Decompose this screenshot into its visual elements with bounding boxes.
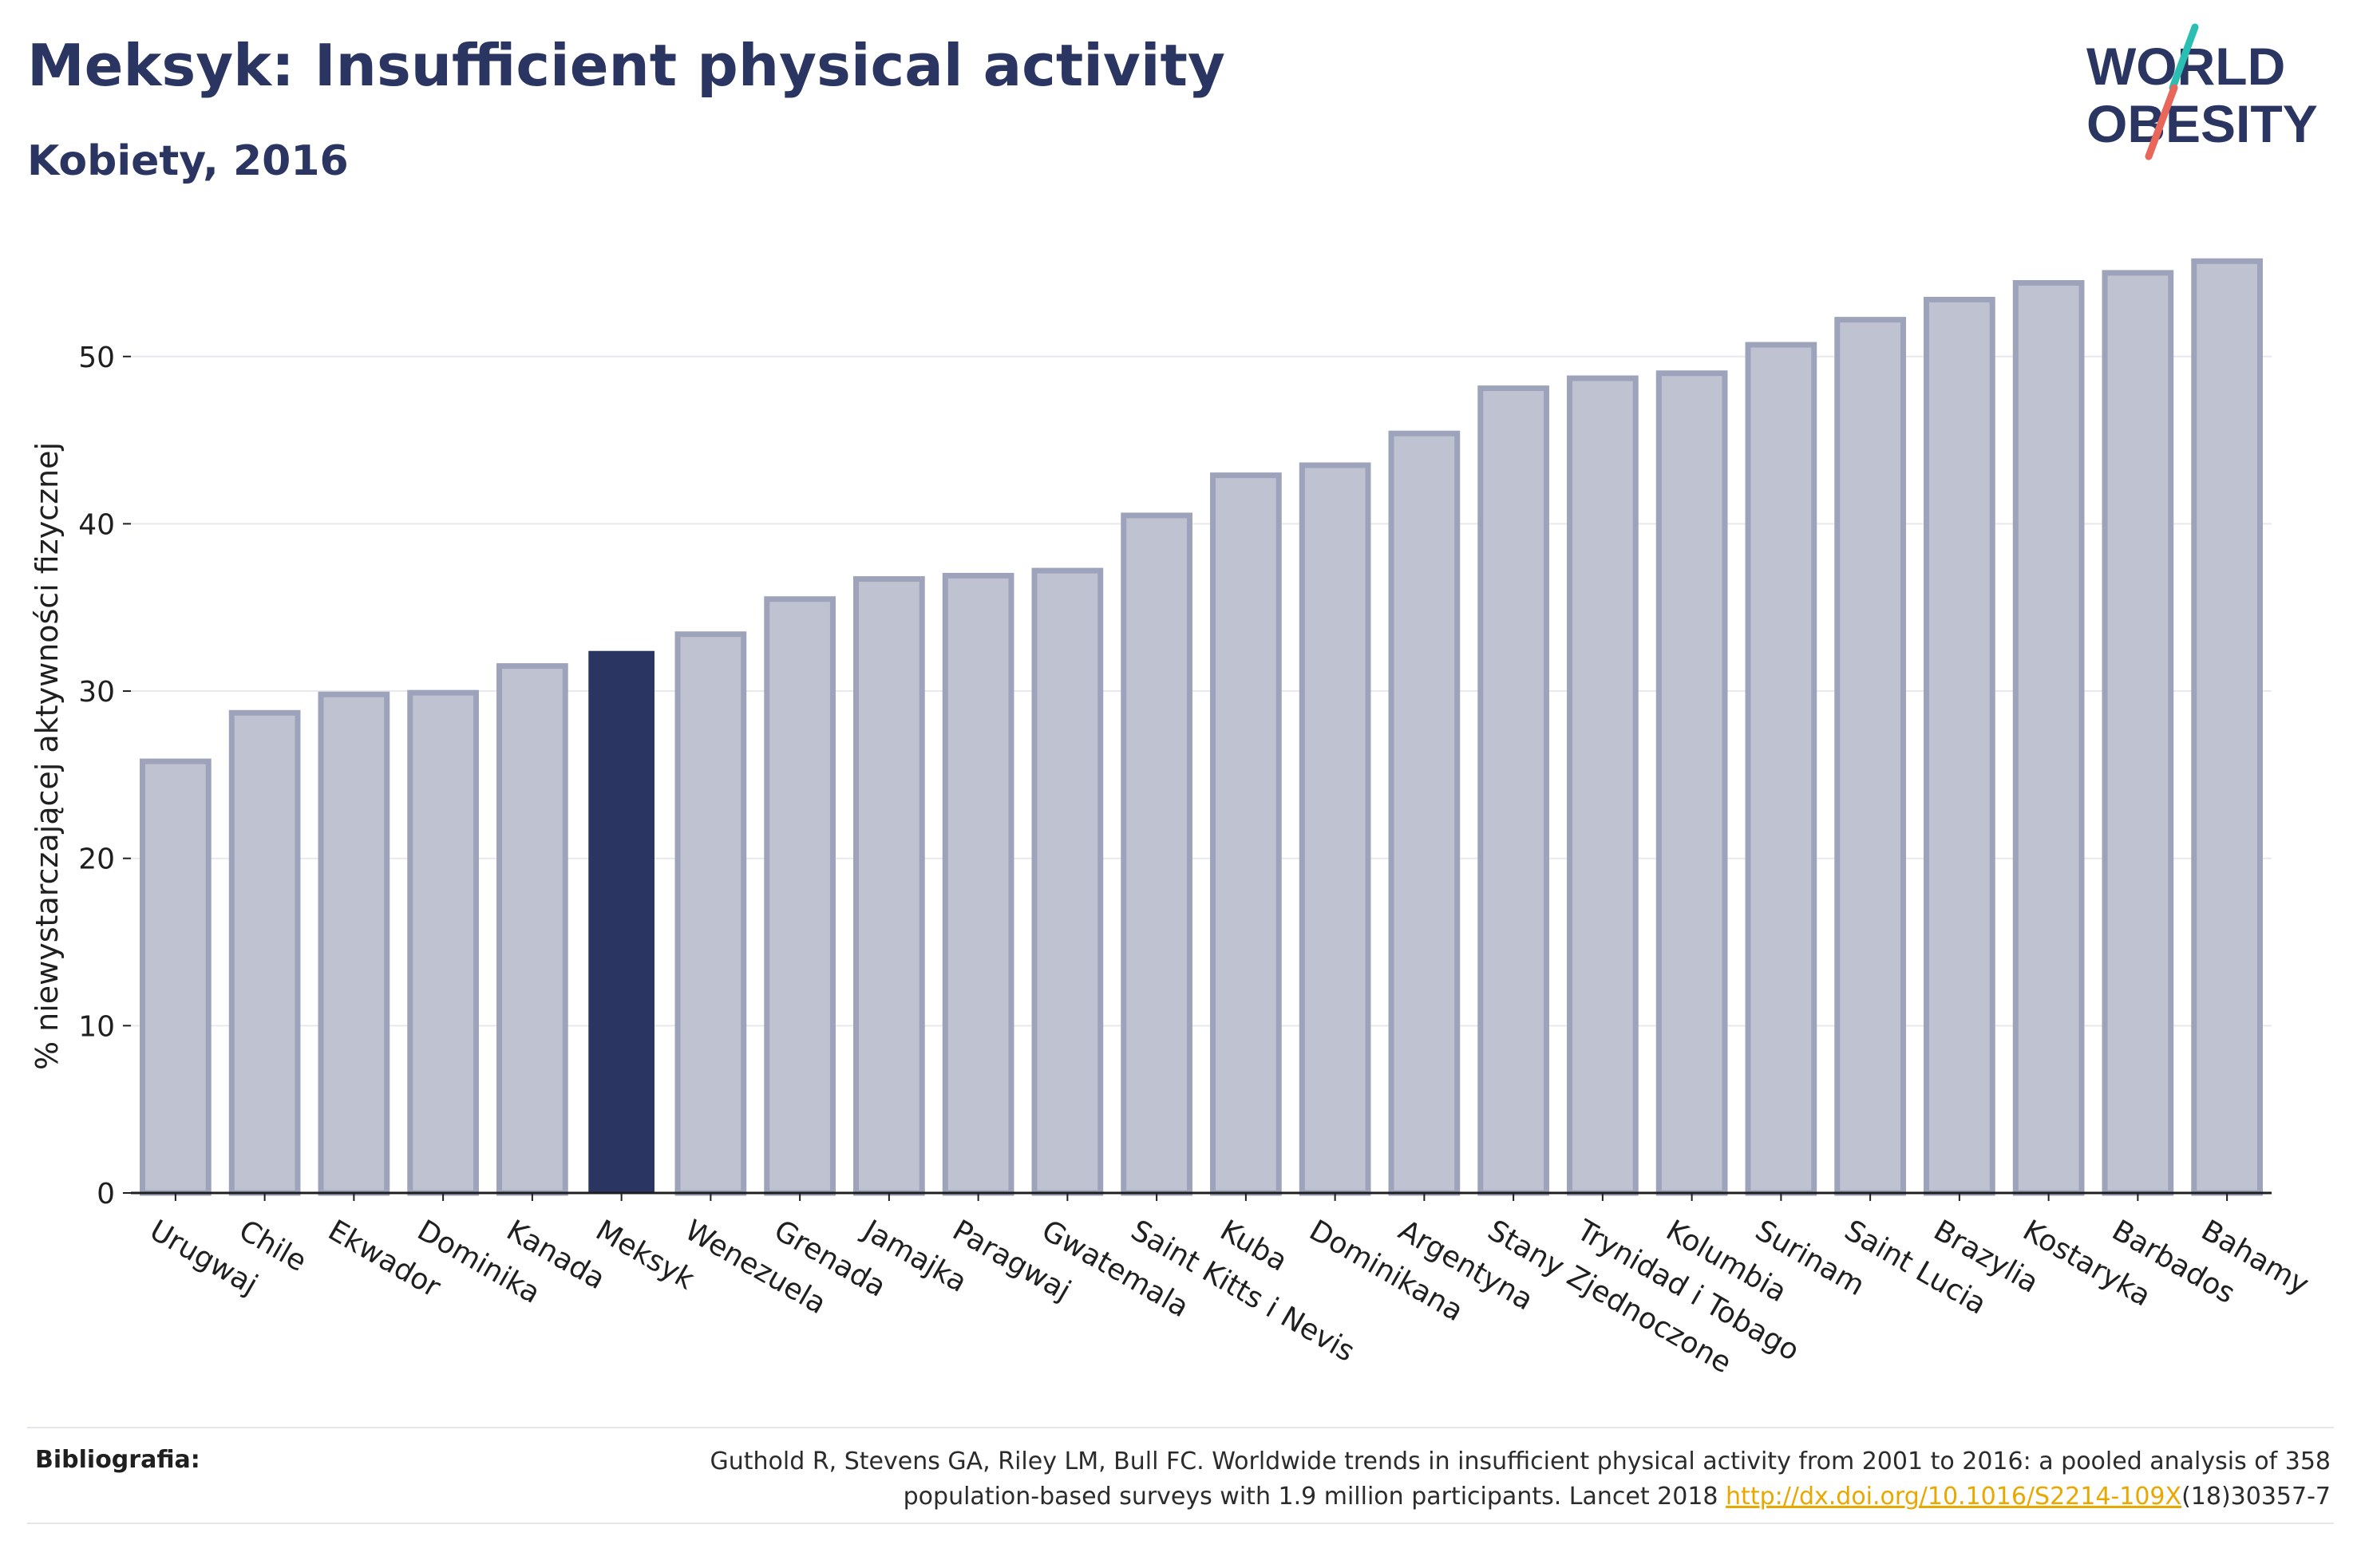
bar-kostaryka (2012, 280, 2085, 1196)
bar-meksyk (588, 650, 655, 1193)
bar-dominika (407, 689, 479, 1196)
y-tick-label: 50 (78, 342, 115, 374)
bar-brazylia (1924, 296, 1995, 1196)
bibliography-label: Bibliografia: (35, 1446, 200, 1474)
y-tick-label: 30 (78, 676, 115, 709)
bar-barbados (2102, 270, 2174, 1196)
bar-surinam (1745, 342, 1817, 1196)
y-axis-ticks: 0 10 20 30 40 50 (78, 342, 131, 1211)
chart-subtitle: Kobiety, 2016 (27, 137, 349, 185)
doi-link[interactable]: http://dx.doi.org/10.1016/S2214-109X (1726, 1483, 2182, 1511)
bar-saint-kitts-i-nevis (1121, 512, 1192, 1196)
bars (140, 258, 2263, 1196)
bar-kuba (1210, 472, 1282, 1196)
bar-paragwaj (942, 572, 1014, 1196)
logo-slash-bottom (2145, 84, 2178, 160)
y-tick-label: 20 (78, 843, 115, 876)
bar-saint-lucia (1834, 317, 1906, 1196)
bar-argentyna (1388, 430, 1461, 1196)
bar-gwatemala (1031, 567, 1104, 1196)
citation-line1: Guthold R, Stevens GA, Riley LM, Bull FC… (710, 1448, 2331, 1475)
world-obesity-logo: WORLD OBESITY (2086, 23, 2318, 160)
bar-bahamy (2191, 258, 2263, 1196)
y-tick-label: 0 (97, 1178, 115, 1211)
bibliography-citation: Guthold R, Stevens GA, Riley LM, Bull FC… (455, 1444, 2331, 1515)
y-axis-label: % niewystarczającej aktywności fizycznej (30, 442, 65, 1070)
citation-line2-end: (18)30357-7 (2181, 1483, 2331, 1511)
footer-rule-bottom (27, 1523, 2334, 1524)
bar-urugwaj (140, 758, 212, 1196)
logo-line2: OBESITY (2086, 94, 2318, 153)
bar-trynidad-i-tobago (1567, 375, 1639, 1196)
bar-dominikana (1299, 462, 1371, 1196)
chart-title: Meksyk: Insufficient physical activity (27, 32, 1225, 99)
bar-kanada (496, 663, 568, 1196)
y-tick-label: 10 (78, 1010, 115, 1043)
bar-ekwador (318, 691, 390, 1196)
bar-jamajka (853, 576, 925, 1196)
bar-kolumbia (1655, 370, 1728, 1196)
bar-grenada (764, 596, 836, 1196)
citation-line2: population-based surveys with 1.9 millio… (903, 1483, 1726, 1511)
y-tick-label: 40 (78, 508, 115, 541)
bar-wenezuela (674, 631, 747, 1196)
gridlines (131, 355, 2272, 1027)
footer-rule-top (27, 1427, 2334, 1428)
bar-stany-zjednoczone (1477, 385, 1549, 1196)
logo-slash-top (2169, 23, 2199, 92)
bar-chile (228, 709, 301, 1196)
x-tick-label: Meksyk (590, 1214, 700, 1296)
